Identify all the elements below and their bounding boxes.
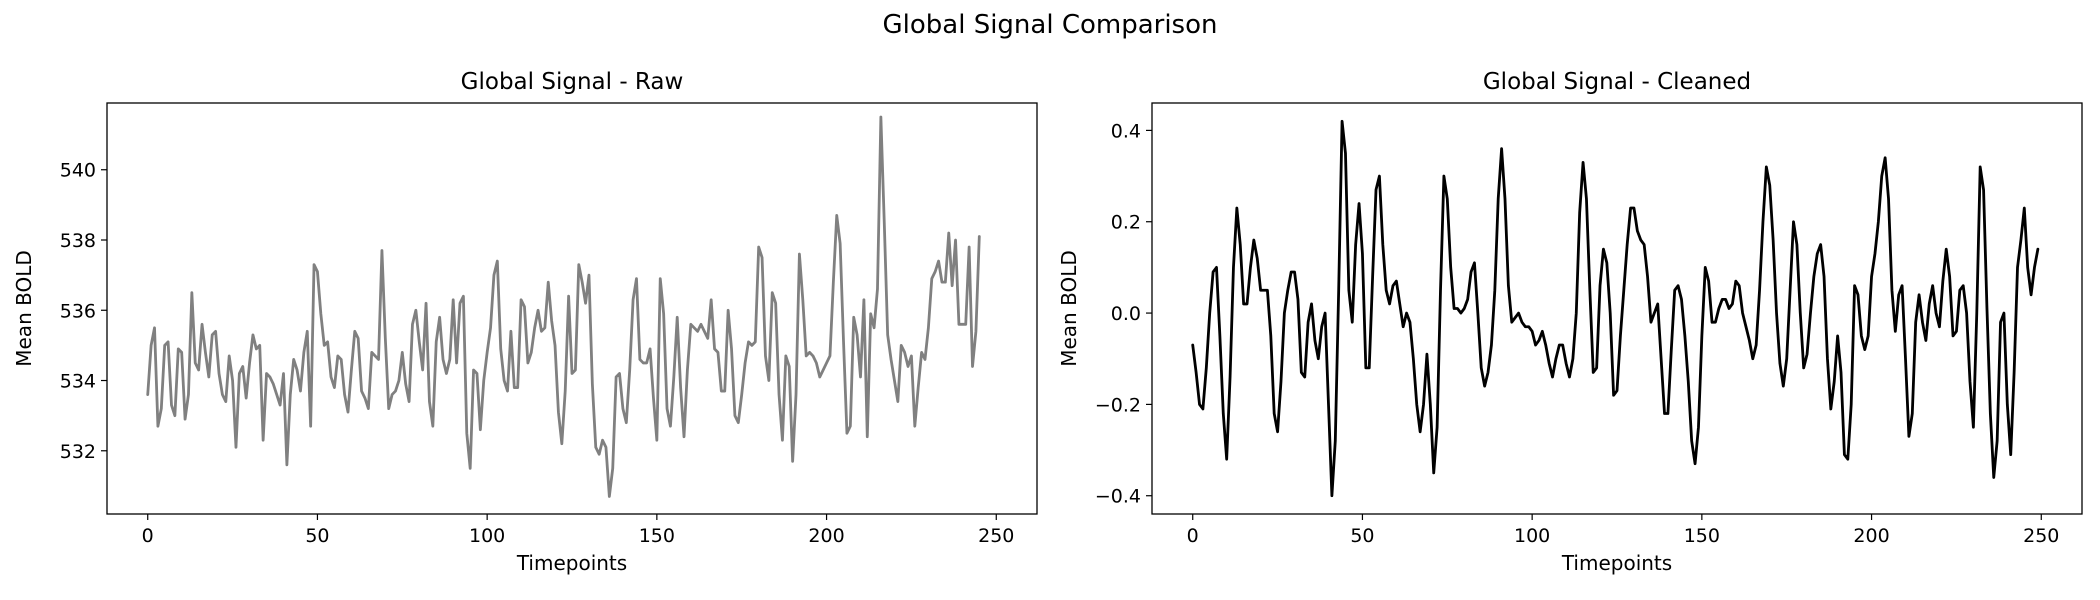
y-tick-label: −0.2 [1095,394,1141,416]
x-tick-label: 200 [808,525,844,547]
x-tick-label: 50 [305,525,329,547]
x-axis-label: Timepoints [516,551,627,575]
x-tick-label: 50 [1350,525,1374,547]
y-tick-label: 0.4 [1111,120,1141,142]
axes-frame [1151,102,2083,515]
series-line [1191,119,2040,498]
cleaned-chart: Global Signal - Cleaned 0 50 100 150 200 250 −0… [1057,69,2083,575]
x-tick-label: 250 [2023,525,2059,547]
x-tick-label: 150 [1684,525,1720,547]
y-tick-label: −0.4 [1095,486,1141,508]
y-tick-label: 0.0 [1111,303,1141,325]
y-axis-label: Mean BOLD [12,250,36,367]
y-axis-label: Mean BOLD [1057,250,1081,367]
chart-title: Global Signal - Raw [461,69,684,95]
x-tick-label: 200 [1853,525,1889,547]
x-axis-label: Timepoints [1561,551,1672,575]
y-tick-label: 532 [60,441,96,463]
x-tick-label: 0 [1187,525,1199,547]
x-tick-label: 250 [978,525,1014,547]
x-tick-label: 150 [639,525,675,547]
y-tick-label: 538 [60,230,96,252]
axes-frame [106,102,1038,515]
x-tick-label: 100 [469,525,505,547]
figure-title: Global Signal Comparison [882,10,1217,40]
y-tick-label: 0.2 [1111,212,1141,234]
x-tick-label: 0 [142,525,154,547]
y-tick-label: 536 [60,300,96,322]
x-tick-label: 100 [1514,525,1550,547]
y-tick-label: 540 [60,160,96,182]
y-tick-label: 534 [60,371,96,393]
chart-title: Global Signal - Cleaned [1483,69,1751,95]
series-line [146,115,981,498]
raw-chart: Global Signal - Raw 0 50 100 150 200 250 532 534… [12,69,1038,575]
